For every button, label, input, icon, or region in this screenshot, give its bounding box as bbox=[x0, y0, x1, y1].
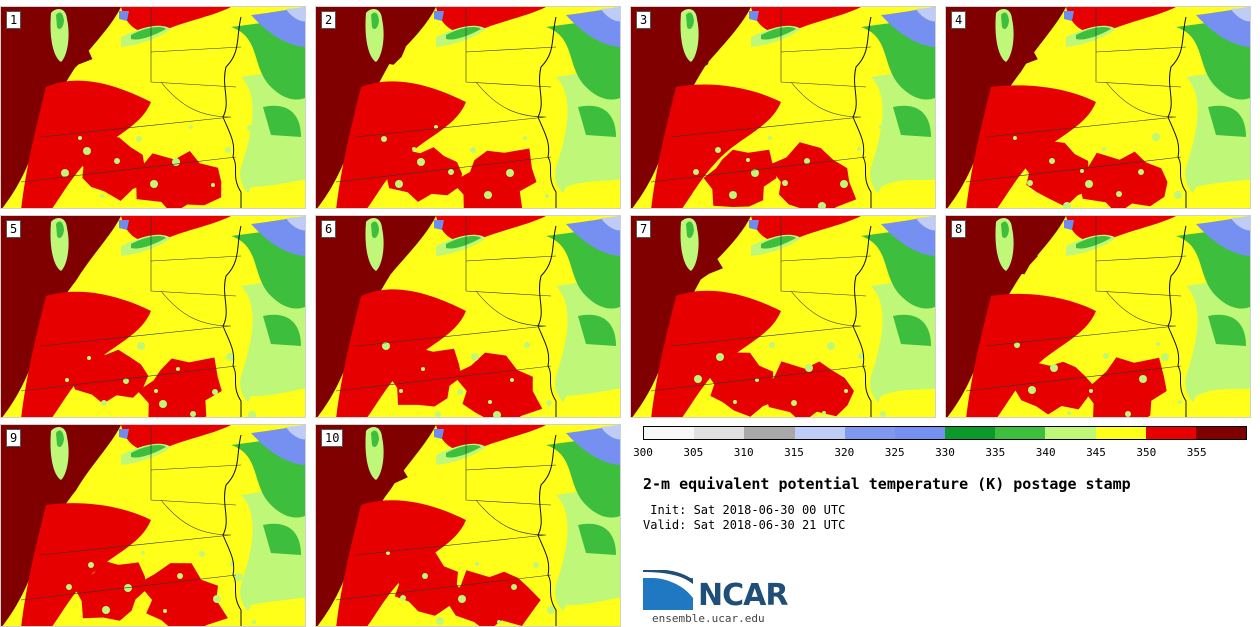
member-number-label: 7 bbox=[636, 220, 652, 238]
colorbar-swatch bbox=[1145, 427, 1196, 439]
colorbar-tick-label: 320 bbox=[834, 446, 855, 459]
postage-stamp-map: 10 bbox=[315, 424, 621, 627]
chart-title: 2-m equivalent potential temperature (K)… bbox=[643, 475, 1131, 493]
member-map bbox=[1, 425, 305, 626]
colorbar-swatch bbox=[894, 427, 946, 439]
member-map bbox=[631, 7, 935, 208]
postage-stamp-map: 7 bbox=[630, 215, 936, 418]
ncar-logo-text: NCAR bbox=[698, 578, 788, 613]
colorbar-tick-label: 345 bbox=[1086, 446, 1106, 459]
member-map bbox=[316, 216, 620, 417]
member-number-label: 3 bbox=[636, 11, 652, 29]
member-number-label: 8 bbox=[951, 220, 967, 238]
colorbar-tick-label: 325 bbox=[884, 446, 905, 459]
colorbar-tick-label: 300 bbox=[633, 446, 653, 459]
member-map bbox=[1, 216, 305, 417]
colorbar-swatch bbox=[945, 427, 996, 439]
ncar-logo-icon bbox=[643, 570, 693, 610]
postage-stamp-map: 9 bbox=[0, 424, 306, 627]
colorbar-tick-label: 310 bbox=[733, 446, 754, 459]
colorbar-tick-label: 315 bbox=[784, 446, 804, 459]
member-map bbox=[946, 216, 1250, 417]
colorbar-swatch bbox=[794, 427, 845, 439]
init-time: Init: Sat 2018-06-30 00 UTC bbox=[643, 503, 846, 517]
member-map bbox=[946, 7, 1250, 208]
website-url: ensemble.ucar.edu bbox=[652, 612, 765, 625]
colorbar-tick-label: 305 bbox=[683, 446, 704, 459]
postage-stamp-map: 8 bbox=[945, 215, 1251, 418]
member-number-label: 2 bbox=[321, 11, 337, 29]
colorbar-swatch bbox=[1195, 427, 1247, 439]
colorbar bbox=[643, 426, 1247, 440]
member-map bbox=[631, 216, 935, 417]
colorbar-tick-label: 340 bbox=[1035, 446, 1056, 459]
member-map bbox=[316, 425, 620, 626]
postage-stamp-map: 4 bbox=[945, 6, 1251, 209]
colorbar-swatch bbox=[995, 427, 1046, 439]
postage-stamp-map: 3 bbox=[630, 6, 936, 209]
colorbar-swatch bbox=[1095, 427, 1146, 439]
colorbar-tick-label: 350 bbox=[1136, 446, 1157, 459]
postage-stamp-map: 2 bbox=[315, 6, 621, 209]
colorbar-swatch bbox=[694, 427, 745, 439]
member-number-label: 6 bbox=[321, 220, 337, 238]
postage-stamp-map: 5 bbox=[0, 215, 306, 418]
member-map bbox=[316, 7, 620, 208]
colorbar-tick-label: 335 bbox=[985, 446, 1006, 459]
postage-stamp-map: 1 bbox=[0, 6, 306, 209]
colorbar-tick-label: 330 bbox=[935, 446, 955, 459]
colorbar-swatch bbox=[744, 427, 795, 439]
colorbar-tick-label: 355 bbox=[1186, 446, 1207, 459]
member-number-label: 4 bbox=[951, 11, 967, 29]
colorbar-swatch bbox=[644, 427, 695, 439]
member-number-label: 10 bbox=[321, 429, 344, 447]
postage-stamp-map: 6 bbox=[315, 215, 621, 418]
colorbar-swatch bbox=[844, 427, 895, 439]
member-number-label: 9 bbox=[6, 429, 22, 447]
member-number-label: 1 bbox=[6, 11, 22, 29]
colorbar-swatch bbox=[1045, 427, 1096, 439]
member-map bbox=[1, 7, 305, 208]
member-number-label: 5 bbox=[6, 220, 22, 238]
valid-time: Valid: Sat 2018-06-30 21 UTC bbox=[643, 518, 846, 532]
